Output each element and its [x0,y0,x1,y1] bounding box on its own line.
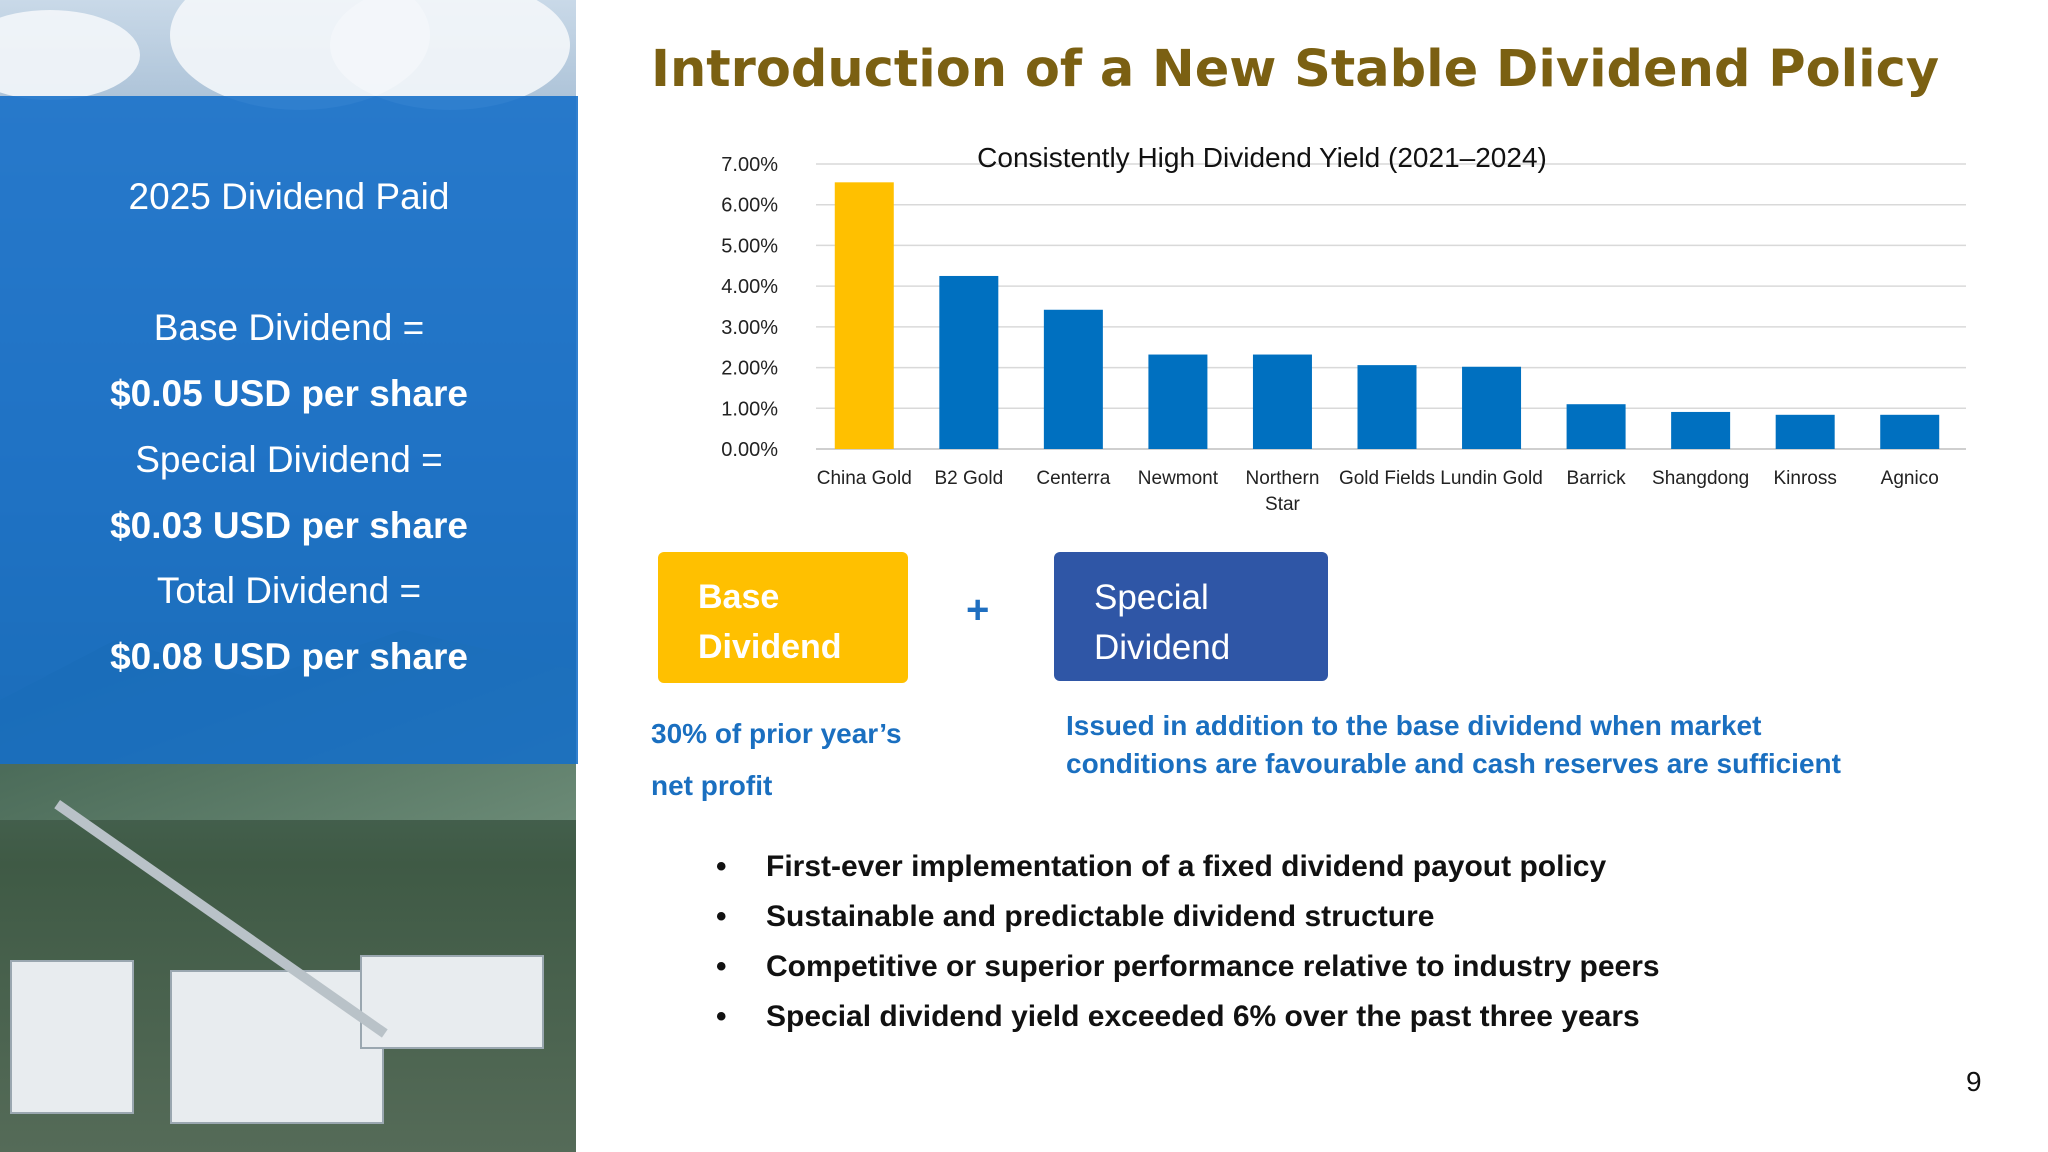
special-dividend-label: Special Dividend = [135,439,443,480]
bullet-dot-icon: • [716,950,727,983]
bar-newmont [1148,354,1208,449]
y-tick-label: 2.00% [721,358,778,380]
special-box-line1: Special [1094,578,1209,617]
summary-heading: 2025 Dividend Paid [128,176,450,217]
bar-lundin-gold [1462,366,1522,449]
x-category-label: Northern [1245,468,1319,489]
x-category-label: Barrick [1567,468,1627,489]
bullet-item: • First-ever implementation of a fixed di… [700,842,1660,892]
x-category-label: China Gold [817,468,912,489]
x-category-label: Star [1265,494,1301,515]
y-tick-label: 7.00% [721,154,778,176]
base-dividend-label: Base Dividend = [153,307,425,348]
special-dividend-description: Issued in addition to the base dividend … [1066,710,1841,779]
bullet-dot-icon: • [716,850,727,883]
total-dividend-label: Total Dividend = [156,570,422,611]
x-category-label: Kinross [1774,468,1837,489]
bar-china-gold [834,182,894,450]
plus-sign: + [966,588,990,632]
y-tick-label: 1.00% [721,398,778,420]
base-dividend-description: 30% of prior year’s net profit [651,718,902,801]
x-category-label: Shangdong [1652,468,1749,489]
x-category-label: Centerra [1036,468,1110,489]
bar-centerra [1043,309,1103,449]
chart-title: Consistently High Dividend Yield (2021–2… [977,142,1547,173]
base-box-line2: Dividend [698,628,842,666]
bar-gold-fields [1357,365,1417,449]
bar-northern-star [1252,354,1312,449]
total-dividend-value: $0.08 USD per share [110,636,468,677]
y-tick-label: 4.00% [721,276,778,298]
bar-agnico [1880,414,1940,449]
x-category-label: Lundin Gold [1440,468,1542,489]
bar-kinross [1775,414,1835,449]
y-tick-label: 3.00% [721,317,778,339]
base-dividend-value: $0.05 USD per share [110,373,468,414]
page-title: Introduction of a New Stable Dividend Po… [651,40,1940,99]
x-category-label: Newmont [1138,468,1219,489]
y-tick-label: 0.00% [721,439,778,461]
bullet-item: • Special dividend yield exceeded 6% over… [700,992,1660,1042]
x-category-label: Gold Fields [1339,468,1435,489]
dividend-summary-panel: 2025 Dividend Paid Base Dividend = $0.05… [0,96,578,764]
special-dividend-box: Special Dividend [1054,552,1328,681]
page-number: 9 [1966,1066,1982,1097]
bullet-item: • Sustainable and predictable dividend st… [700,892,1660,942]
bar-b2-gold [939,275,999,449]
x-category-label: B2 Gold [934,468,1003,489]
bullet-item: • Competitive or superior performance rel… [700,942,1660,992]
y-tick-label: 6.00% [721,195,778,217]
policy-bullet-list: • First-ever implementation of a fixed di… [700,842,1660,1042]
special-box-line2: Dividend [1094,628,1231,667]
dividend-yield-chart: 0.00% 1.00% 2.00% 3.00% 4.00% 5.00% 6.00% 7.00%… [721,142,1966,515]
special-dividend-value: $0.03 USD per share [110,505,468,546]
y-tick-label: 5.00% [721,235,778,257]
base-dividend-box: Base Dividend [658,552,908,683]
bar-shangdong [1671,411,1731,449]
x-category-label: Agnico [1881,468,1939,489]
bullet-dot-icon: • [716,900,727,933]
bar-barrick [1566,404,1626,449]
bullet-dot-icon: • [716,1000,727,1033]
base-box-line1: Base [698,578,780,616]
